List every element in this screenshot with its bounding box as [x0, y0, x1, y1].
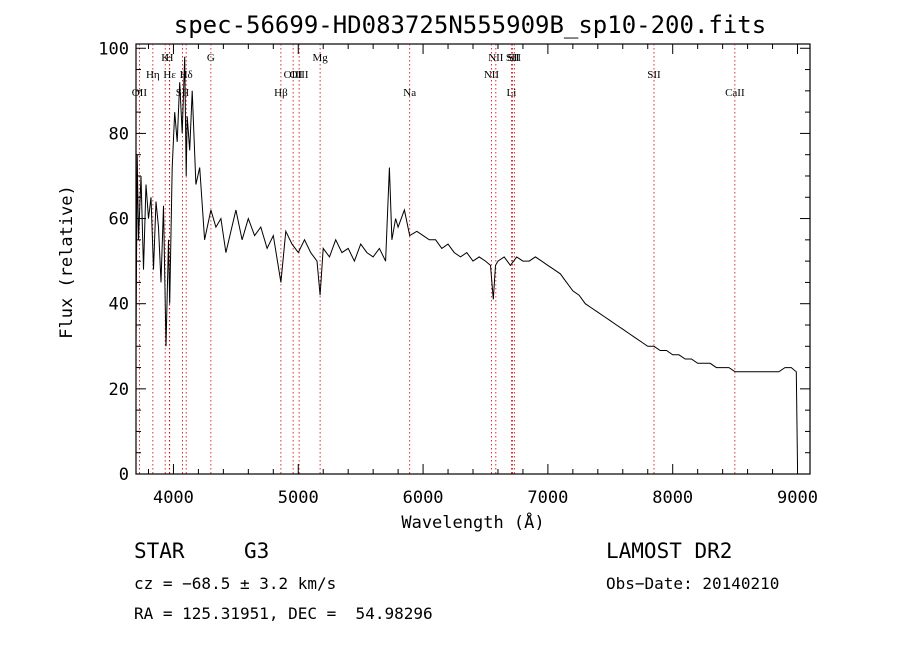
spectral-line-label: Mg: [312, 52, 328, 64]
y-tick-label: 40: [109, 295, 129, 315]
spectral-line-label: SII: [508, 52, 522, 64]
x-tick-label: 7000: [527, 488, 568, 508]
spectral-line-label: SII: [176, 87, 190, 99]
redshift-cz: cz = −68.5 ± 3.2 km/s: [134, 574, 337, 593]
x-axis-label: Wavelength (Å): [401, 511, 544, 533]
plot-frame: [135, 43, 811, 475]
spectral-line-label: OIII: [284, 69, 303, 81]
y-tick-label: 60: [109, 210, 129, 230]
x-tick-label: 8000: [652, 488, 693, 508]
survey-name: LAMOST DR2: [606, 539, 733, 563]
spectral-line-markers: [138, 44, 736, 474]
spectral-line-labels: OIIHηHHεKSIIHδGHβOIIIOIIIMgNaNIINIILiSII…: [132, 52, 745, 99]
spectral-line-label: OII: [132, 87, 148, 99]
spectral-line-label: Hδ: [180, 69, 193, 81]
spectrum-series-line: [135, 56, 798, 466]
spectral-line-label: OIII: [290, 69, 309, 81]
y-tick-label: 80: [109, 124, 129, 144]
spectral-line-label: Hη: [146, 69, 160, 81]
spectral-line-label: NII: [484, 69, 500, 81]
spectral-line-label: NII: [488, 52, 504, 64]
spectral-line-label: SII: [506, 52, 520, 64]
y-tick-label: 20: [109, 380, 129, 400]
y-tick-label: 100: [98, 39, 129, 59]
y-axis: 0 20 40 60 80 100: [98, 39, 810, 485]
spectral-line-label: Hε: [163, 69, 176, 81]
spectral-line-label: Na: [403, 87, 416, 99]
spectral-line-label: K: [161, 52, 169, 64]
spectral-line-label: G: [207, 52, 215, 64]
spectral-line-label: CaII: [725, 87, 745, 99]
spectral-line-label: H: [165, 52, 173, 64]
x-tick-label: 5000: [278, 488, 319, 508]
x-tick-label: 4000: [153, 488, 194, 508]
spectral-line-label: SII: [647, 69, 661, 81]
x-axis: 4000 5000 6000 7000 8000 9000: [147, 44, 818, 508]
y-axis-label: Flux (relative): [57, 185, 77, 339]
chart-title: spec-56699-HD083725N555909B_sp10-200.fit…: [174, 11, 766, 39]
sky-coordinates: RA = 125.31951, DEC = 54.98296: [134, 604, 433, 623]
x-tick-label: 6000: [403, 488, 444, 508]
spectral-line-label: Li: [507, 87, 517, 99]
observation-date: Obs−Date: 20140210: [606, 574, 780, 593]
spectral-line-label: Hβ: [274, 87, 288, 99]
y-tick-label: 0: [119, 465, 129, 485]
object-class: STAR: [134, 539, 185, 563]
x-tick-label: 9000: [777, 488, 818, 508]
object-subclass: G3: [244, 539, 270, 563]
